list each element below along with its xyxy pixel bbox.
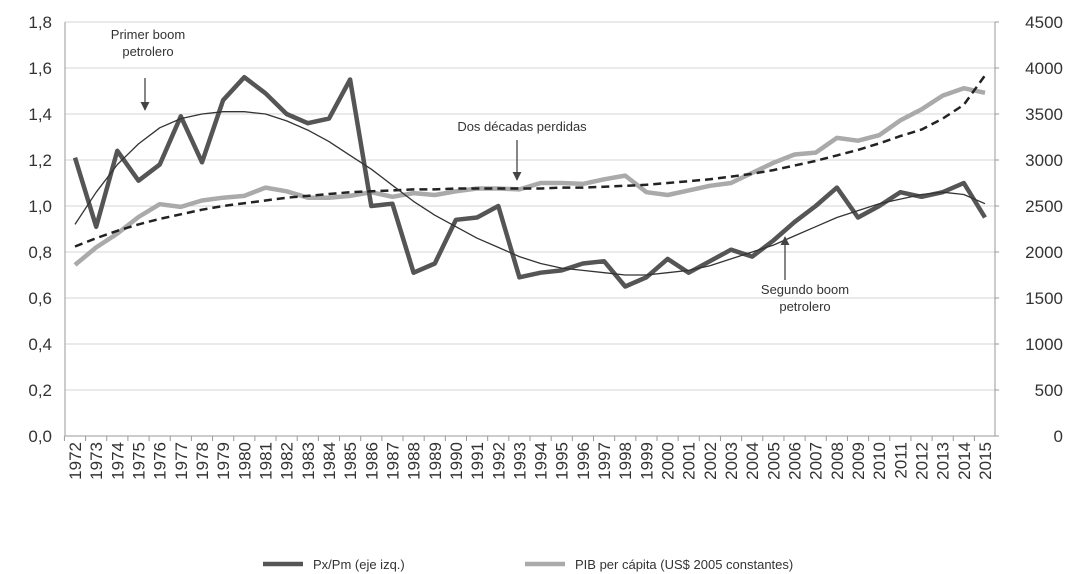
x-tick-label: 1972	[66, 442, 85, 480]
x-tick-label: 1985	[341, 442, 360, 480]
x-tick-label: 1999	[637, 442, 656, 480]
x-tick-label: 2007	[807, 442, 826, 480]
x-tick-label: 1978	[193, 442, 212, 480]
x-tick-label: 2006	[786, 442, 805, 480]
x-tick-label: 1998	[616, 442, 635, 480]
x-tick-label: 2010	[870, 442, 889, 480]
y2-tick-label: 4500	[1025, 13, 1063, 32]
y2-tick-label: 500	[1035, 381, 1063, 400]
annotation: Segundo boom	[761, 282, 849, 297]
series-line	[72, 74, 987, 289]
x-tick-label: 2012	[913, 442, 932, 480]
x-tick-label: 1986	[362, 442, 381, 480]
y-tick-label: 1,2	[28, 151, 52, 170]
y-tick-label: 0,4	[28, 335, 52, 354]
x-tick-label: 2002	[701, 442, 720, 480]
y-tick-label: 1,6	[28, 59, 52, 78]
x-tick-label: 1994	[532, 442, 551, 480]
x-tick-label: 2013	[934, 442, 953, 480]
y-tick-label: 0,0	[28, 427, 52, 446]
x-tick-label: 2015	[976, 442, 995, 480]
x-tick-label: 1977	[172, 442, 191, 480]
y2-tick-label: 3000	[1025, 151, 1063, 170]
y-tick-label: 1,0	[28, 197, 52, 216]
y-tick-label: 0,8	[28, 243, 52, 262]
trend-line	[74, 74, 987, 248]
x-tick-label: 1997	[595, 442, 614, 480]
x-tick-label: 1983	[299, 442, 318, 480]
y-tick-label: 0,2	[28, 381, 52, 400]
x-tick-label: 2009	[849, 442, 868, 480]
x-tick-label: 1984	[320, 442, 339, 480]
annotation: Primer boom	[111, 27, 185, 42]
x-tick-label: 2005	[764, 442, 783, 480]
legend-label: Px/Pm (eje izq.)	[313, 557, 405, 572]
y-tick-label: 1,8	[28, 13, 52, 32]
x-tick-label: 1976	[151, 442, 170, 480]
y2-tick-label: 2000	[1025, 243, 1063, 262]
x-tick-label: 2003	[722, 442, 741, 480]
x-tick-label: 1989	[426, 442, 445, 480]
legend-label: PIB per cápita (US$ 2005 constantes)	[575, 557, 793, 572]
x-tick-label: 2008	[828, 442, 847, 480]
y2-tick-label: 2500	[1025, 197, 1063, 216]
x-tick-label: 1973	[87, 442, 106, 480]
y2-tick-label: 1500	[1025, 289, 1063, 308]
x-tick-label: 2000	[659, 442, 678, 480]
annotation: Dos décadas perdidas	[457, 119, 587, 134]
x-tick-label: 1988	[405, 442, 424, 480]
x-tick-label: 1974	[108, 442, 127, 480]
x-tick-label: 1987	[383, 442, 402, 480]
y2-tick-label: 3500	[1025, 105, 1063, 124]
x-tick-label: 2011	[891, 442, 910, 479]
annotation: petrolero	[779, 299, 830, 314]
y2-tick-label: 4000	[1025, 59, 1063, 78]
y-tick-label: 0,6	[28, 289, 52, 308]
x-tick-label: 2001	[680, 442, 699, 480]
x-tick-label: 1992	[489, 442, 508, 480]
y2-tick-label: 0	[1054, 427, 1063, 446]
x-tick-label: 1991	[468, 442, 487, 480]
x-tick-label: 1979	[214, 442, 233, 480]
x-tick-label: 1975	[129, 442, 148, 480]
x-tick-label: 1980	[235, 442, 254, 480]
y2-tick-label: 1000	[1025, 335, 1063, 354]
trend-line	[74, 111, 986, 276]
x-tick-label: 1996	[574, 442, 593, 480]
y-tick-label: 1,4	[28, 105, 52, 124]
x-tick-label: 2014	[955, 442, 974, 480]
series-line	[73, 85, 986, 267]
x-tick-label: 2004	[743, 442, 762, 480]
x-tick-label: 1982	[278, 442, 297, 480]
annotation: petrolero	[122, 44, 173, 59]
x-tick-label: 1981	[256, 442, 275, 480]
x-tick-label: 1993	[510, 442, 529, 480]
x-tick-label: 1990	[447, 442, 466, 480]
x-tick-label: 1995	[553, 442, 572, 480]
